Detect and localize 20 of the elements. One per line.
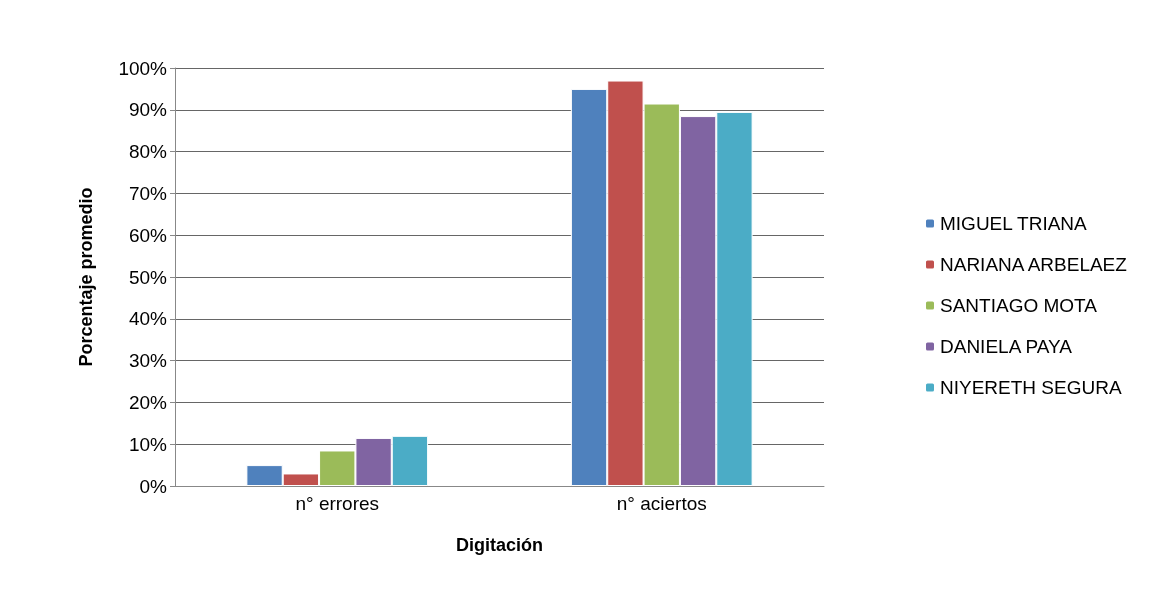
y-tick-label: 30%: [128, 350, 168, 372]
x-tick-label: n° errores: [295, 493, 380, 514]
legend-label: SANTIAGO MOTA: [940, 295, 1098, 316]
legend-label: DANIELA PAYA: [940, 336, 1073, 357]
y-tick-label: 10%: [128, 433, 168, 455]
y-tick-label: 70%: [128, 182, 168, 204]
legend-label: MIGUEL TRIANA: [940, 213, 1088, 234]
y-tick-label: 20%: [128, 391, 168, 413]
y-tick-label: 50%: [128, 266, 168, 288]
y-axis-title: Porcentaje promedio: [76, 187, 96, 367]
legend-label: NIYERETH SEGURA: [940, 377, 1122, 398]
y-tick-label: 100%: [118, 57, 168, 79]
y-tick-label: 80%: [128, 141, 168, 163]
legend-label: NARIANA ARBELAEZ: [940, 254, 1128, 275]
x-tick-label: n° aciertos: [616, 493, 707, 514]
y-tick-label: 60%: [128, 224, 168, 246]
y-tick-label: 0%: [139, 475, 168, 497]
y-tick-label: 40%: [128, 308, 168, 330]
x-axis-title: Digitación: [455, 535, 544, 555]
y-tick-label: 90%: [128, 99, 168, 121]
